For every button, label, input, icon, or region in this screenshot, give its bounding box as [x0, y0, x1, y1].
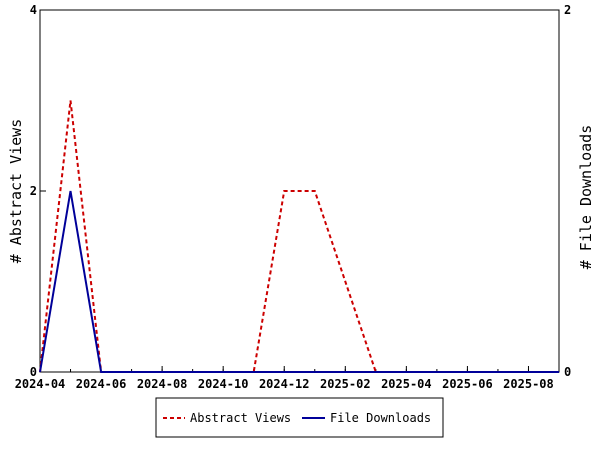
x-tick-label: 2025-08 — [503, 377, 554, 391]
series-lines — [39, 100, 559, 373]
right-y-tick-label: 2 — [564, 3, 571, 17]
x-tick-label: 2025-04 — [381, 377, 432, 391]
x-tick-label: 2025-02 — [320, 377, 371, 391]
legend-box — [155, 397, 444, 438]
x-tick-label: 2024-10 — [198, 377, 249, 391]
x-tick-label: 2024-04 — [15, 377, 66, 391]
right-y-tick-label: 0 — [564, 365, 571, 379]
right-y-axis-label: # File Downloads — [577, 125, 595, 270]
x-tick-label: 2025-06 — [442, 377, 493, 391]
legend-label-file-downloads: File Downloads — [330, 411, 431, 425]
series-line-file-downloads — [39, 190, 559, 373]
left-y-tick-label: 2 — [30, 184, 37, 198]
x-tick-label: 2024-08 — [137, 377, 188, 391]
legend-label-abstract-views: Abstract Views — [190, 411, 291, 425]
legend: Abstract Views File Downloads — [155, 397, 444, 438]
left-y-tick-label: 4 — [30, 3, 37, 17]
x-tick-label: 2024-06 — [76, 377, 127, 391]
left-y-axis-label: # Abstract Views — [7, 119, 25, 264]
left-y-tick-label: 0 — [30, 365, 37, 379]
x-tick-label: 2024-12 — [259, 377, 310, 391]
